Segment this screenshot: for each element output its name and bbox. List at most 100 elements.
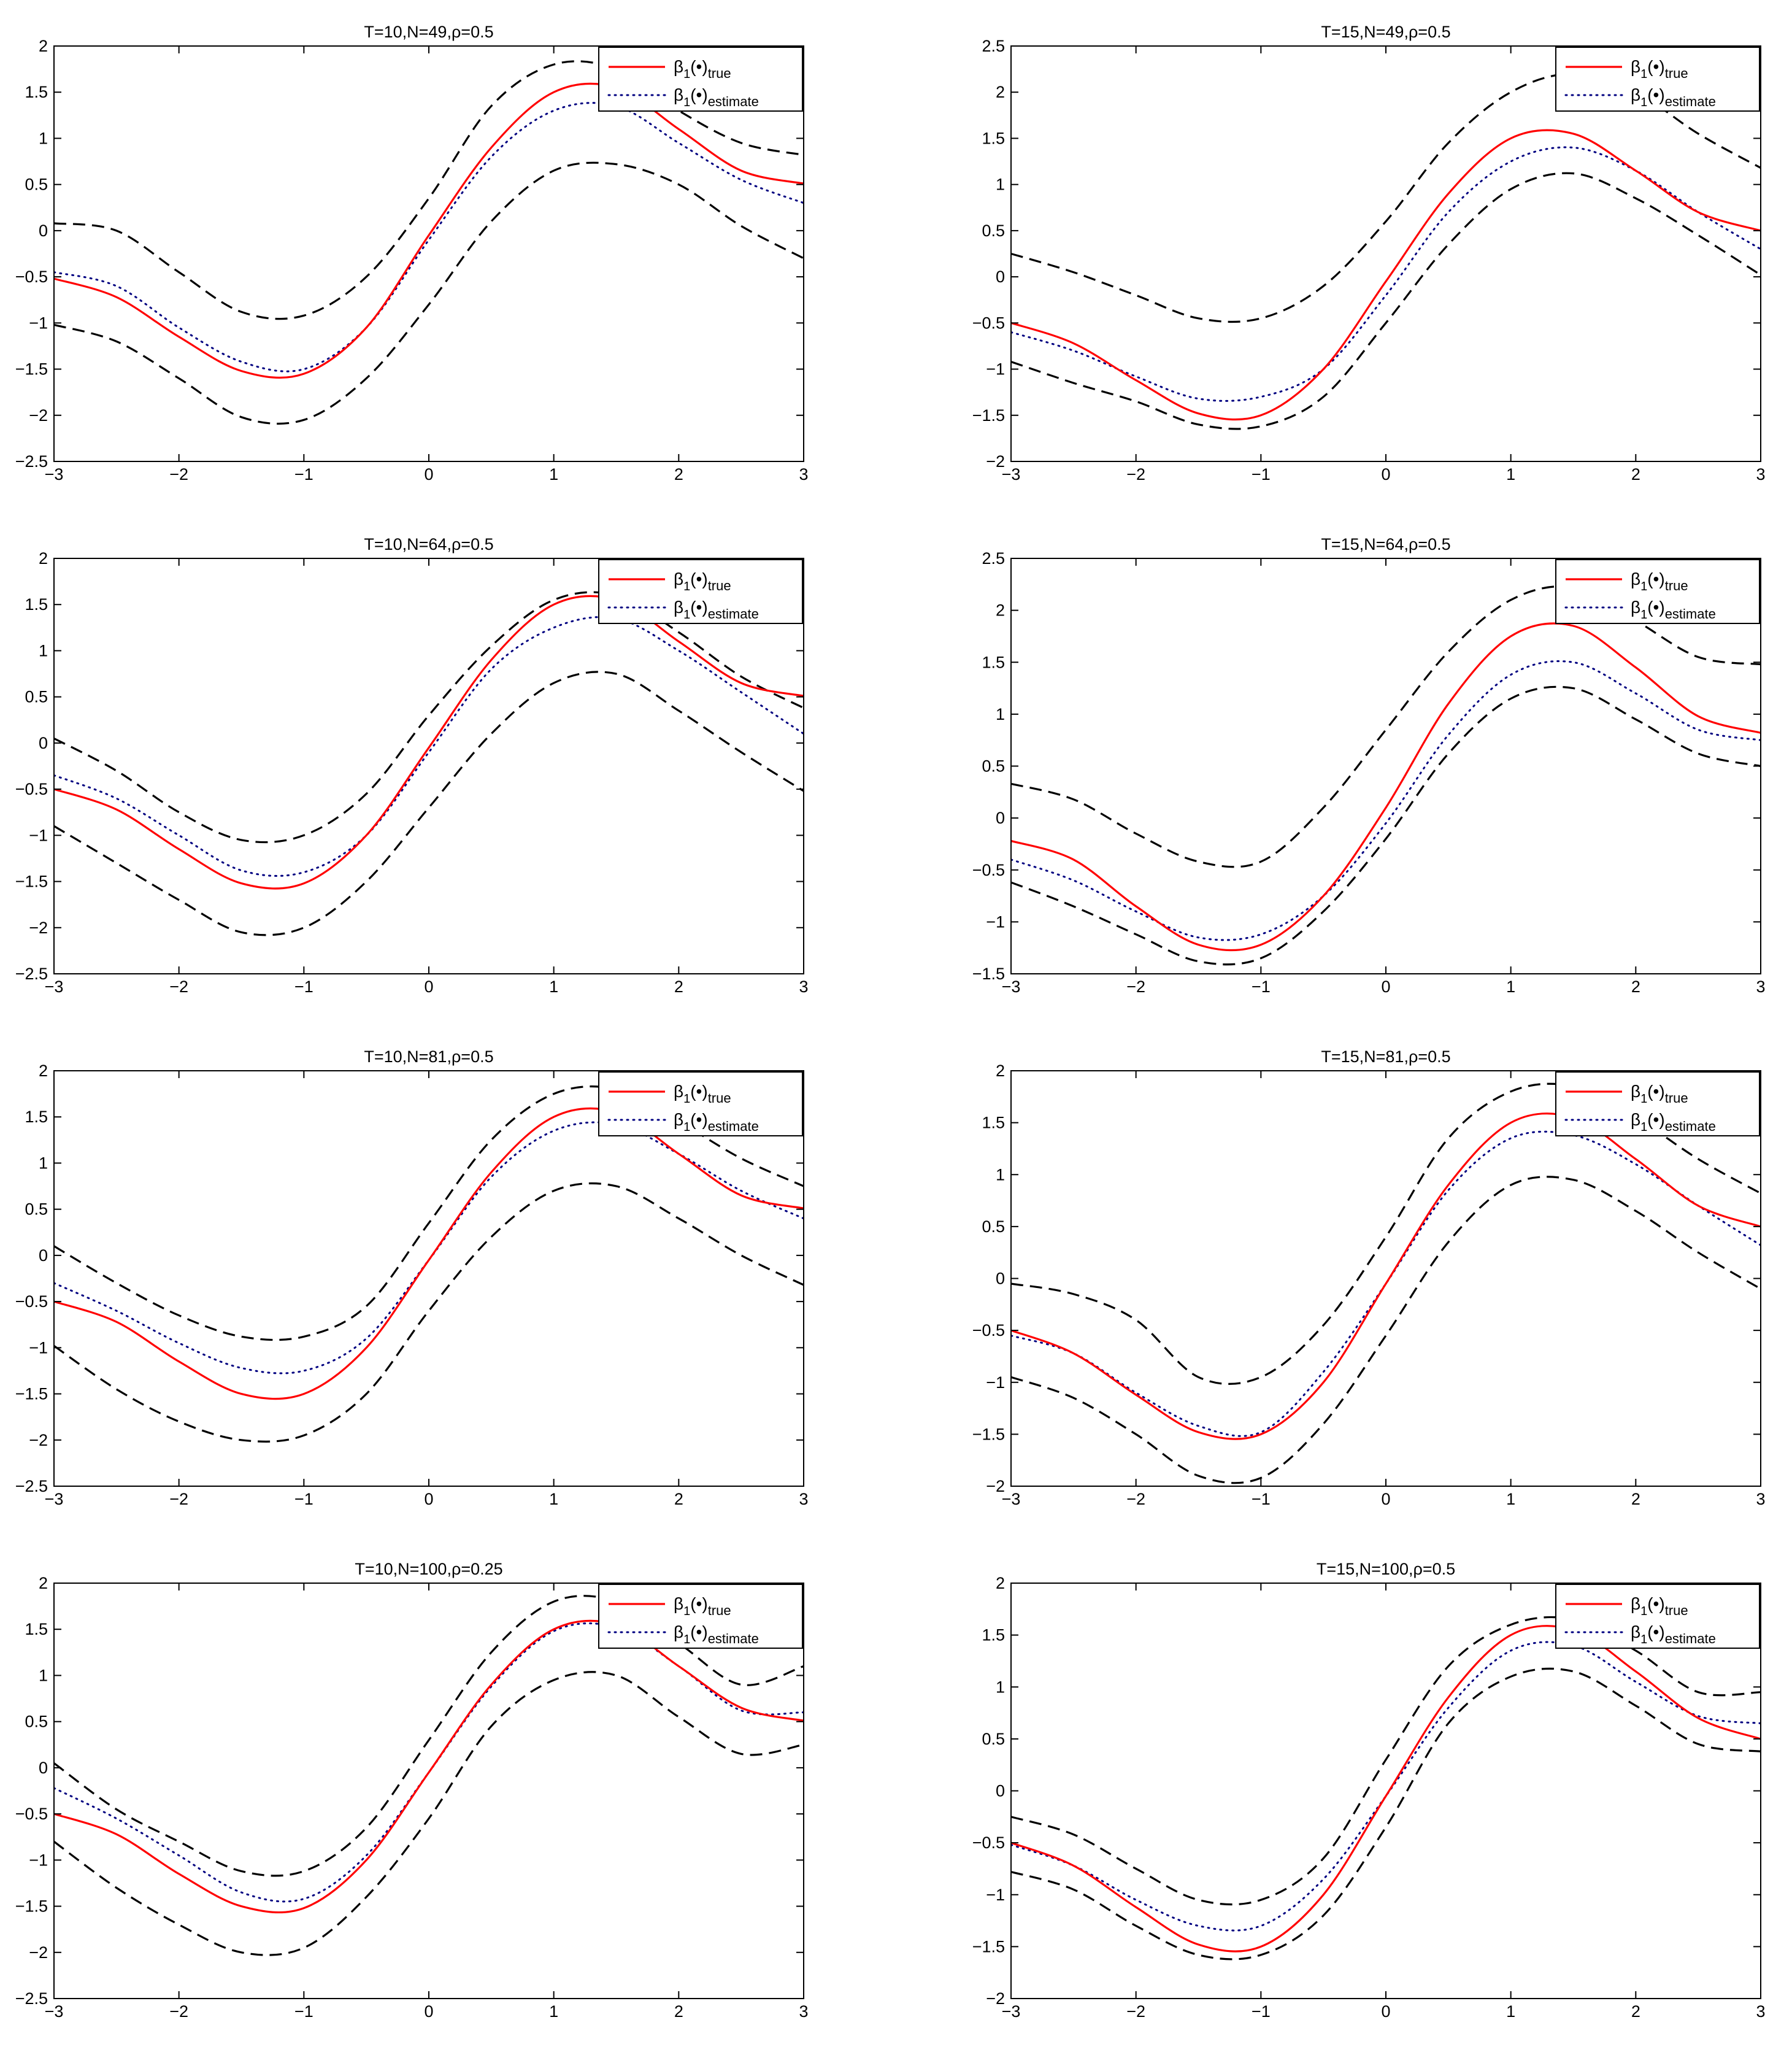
x-tick-label: 2 (1631, 465, 1640, 484)
y-tick-label: 0 (996, 268, 1005, 286)
y-tick-label: 1.5 (982, 129, 1005, 147)
y-tick-label: −2 (986, 1477, 1005, 1495)
x-tick-label: −1 (1252, 977, 1271, 996)
legend-box (1555, 47, 1760, 112)
y-tick-label: 0.5 (25, 1713, 48, 1731)
series-lines (1011, 1082, 1761, 1484)
x-tick-label: 3 (1756, 2002, 1765, 2021)
y-tick-label: −0.5 (15, 268, 48, 286)
x-tick-label: 2 (1631, 977, 1640, 996)
legend: β1(•)true β1(•)estimate (1555, 559, 1760, 624)
legend-box (1555, 1584, 1760, 1649)
y-tick-label: −2 (986, 452, 1005, 471)
x-tick-label: 2 (674, 977, 683, 996)
y-tick-label: 0.5 (25, 1200, 48, 1219)
y-tick-label: 0.5 (25, 688, 48, 706)
x-tick-label: −2 (169, 977, 188, 996)
x-tick-label: 0 (1381, 1490, 1390, 1508)
x-tick-label: 2 (1631, 2002, 1640, 2021)
y-tick-label: 2.5 (982, 37, 1005, 55)
y-tick-label: 0.5 (982, 1217, 1005, 1236)
x-tick-label: 3 (1756, 465, 1765, 484)
legend-label-true: β1(•)true (674, 57, 731, 81)
x-tick-label: −2 (1126, 465, 1145, 484)
x-tick-label: −2 (1126, 977, 1145, 996)
x-tick-label: 0 (424, 2002, 433, 2021)
legend: β1(•)true β1(•)estimate (1555, 47, 1760, 112)
y-tick-label: 2 (39, 37, 48, 55)
legend-label-estimate: β1(•)estimate (674, 1622, 759, 1646)
series-lines (54, 591, 804, 936)
legend-label-true: β1(•)true (674, 1082, 731, 1106)
x-tick-label: −3 (1002, 1490, 1021, 1508)
series-true-line (54, 1107, 804, 1400)
legend-box (598, 47, 803, 112)
y-tick-label: −2.5 (15, 965, 48, 983)
x-tick-label: 0 (1381, 2002, 1390, 2021)
legend-box (598, 1584, 803, 1649)
series-true-line (54, 82, 804, 379)
series-lower-line (1011, 685, 1761, 966)
x-tick-label: −3 (45, 977, 64, 996)
y-tick-label: 0 (39, 1246, 48, 1265)
x-tick-label: −3 (1002, 465, 1021, 484)
subplot-title: T=15,N=100,ρ=0.5 (1317, 1560, 1455, 1578)
y-tick-label: 1 (39, 1666, 48, 1684)
y-tick-label: 1.5 (982, 1114, 1005, 1132)
y-tick-label: 0.5 (982, 757, 1005, 776)
series-upper-line (54, 60, 804, 320)
subplot-title: T=10,N=49,ρ=0.5 (364, 23, 493, 41)
y-tick-label: 1 (996, 1678, 1005, 1696)
series-lines (54, 60, 804, 425)
legend-label-true: β1(•)true (1631, 1594, 1688, 1618)
y-tick-label: 1.5 (982, 653, 1005, 671)
y-tick-label: −1 (29, 826, 48, 844)
series-lower-line (54, 671, 804, 936)
x-tick-label: −1 (1252, 1490, 1271, 1508)
y-tick-label: −1 (29, 1851, 48, 1869)
x-tick-label: −3 (1002, 977, 1021, 996)
x-tick-label: 3 (799, 977, 808, 996)
y-tick-label: −1.5 (15, 1897, 48, 1916)
legend: β1(•)true β1(•)estimate (598, 559, 803, 624)
series-upper-line (54, 591, 804, 844)
legend-label-estimate: β1(•)estimate (674, 598, 759, 622)
y-tick-label: −1.5 (15, 1385, 48, 1403)
subplot-4: T=15,N=64,ρ=0.5 −3 −2 −1 0 1 2 3 −1.5 −1 −0.5 0 0.5 1… (972, 535, 1766, 996)
x-tick-label: 0 (1381, 977, 1390, 996)
legend-box (598, 1071, 803, 1136)
x-tick-label: 1 (549, 1490, 558, 1508)
y-tick-label: −2.5 (15, 1477, 48, 1495)
y-tick-label: 2 (996, 1062, 1005, 1080)
legend-label-true: β1(•)true (674, 569, 731, 593)
series-true-line (1011, 622, 1761, 952)
x-tick-label: −3 (45, 2002, 64, 2021)
subplot-title: T=10,N=100,ρ=0.25 (355, 1560, 502, 1578)
subplot-6: T=15,N=81,ρ=0.5−3 −2 −1 0 1 2 3−2−1.5−1−0.500.… (972, 1047, 1766, 1508)
y-tick-label: 0 (39, 1759, 48, 1777)
x-tick-label: −1 (1252, 2002, 1271, 2021)
series-lines (54, 1085, 804, 1443)
y-tick-label: 0 (996, 809, 1005, 827)
legend: β1(•)true β1(•)estimate (598, 47, 803, 112)
legend-label-true: β1(•)true (1631, 57, 1688, 81)
subplot-1: T=10,N=49,ρ=0.5 −3 −2 −1 0 1 2 3 −2.5 −2 −1.5 −1 −0.… (15, 23, 809, 484)
subplot-3: T=10,N=64,ρ=0.5 −3 −2 −1 0 1 2 3 −2.5 −2 −1.5 −1 −0.… (15, 535, 809, 996)
x-tick-label: 3 (1756, 977, 1765, 996)
x-tick-label: −2 (169, 465, 188, 484)
series-lines (1011, 1616, 1761, 1961)
y-tick-label: 1.5 (25, 1620, 48, 1638)
series-estimate-line (1011, 146, 1761, 402)
x-tick-label: 2 (674, 465, 683, 484)
y-tick-label: −1.5 (972, 406, 1005, 425)
subplot-title: T=10,N=64,ρ=0.5 (364, 535, 493, 553)
x-tick-label: 1 (549, 2002, 558, 2021)
series-lower-line (54, 1671, 804, 1956)
series-estimate-line (1011, 660, 1761, 941)
x-tick-label: −2 (1126, 1490, 1145, 1508)
y-tick-label: 2 (996, 601, 1005, 620)
series-upper-line (54, 1595, 804, 1877)
legend-label-estimate: β1(•)estimate (1631, 1622, 1716, 1646)
x-tick-label: 0 (424, 1490, 433, 1508)
legend: β1(•)true β1(•)estimate (598, 1071, 803, 1136)
